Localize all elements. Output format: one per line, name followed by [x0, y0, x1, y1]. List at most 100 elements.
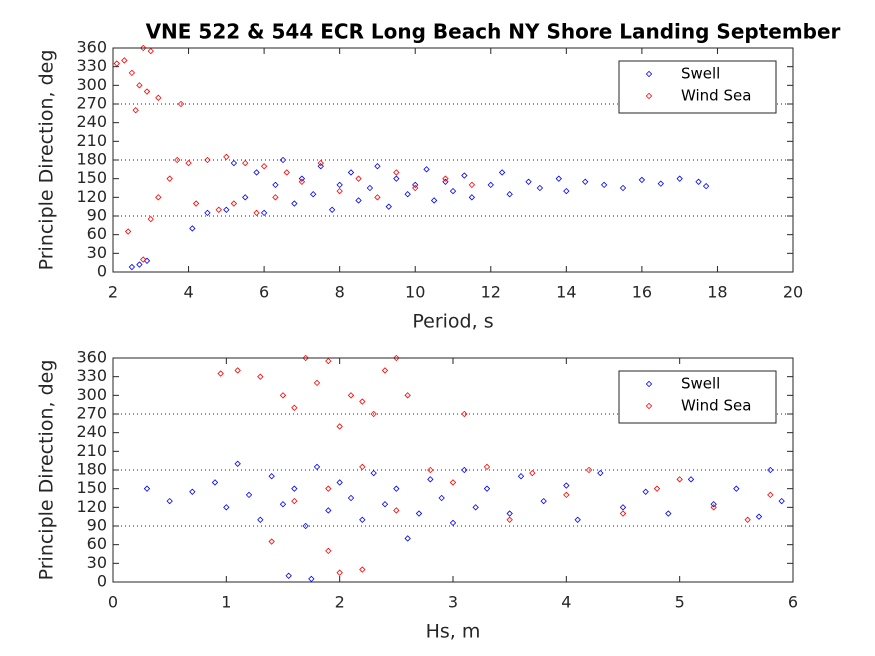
point [308, 575, 315, 583]
point [272, 194, 279, 201]
point [461, 172, 468, 179]
point [128, 69, 136, 77]
legend-box [618, 370, 777, 424]
point [325, 507, 332, 514]
legend-label: Swell [681, 65, 720, 83]
y-tick-label: 240 [76, 112, 107, 131]
point [317, 163, 324, 170]
point [374, 194, 381, 201]
point [744, 516, 751, 523]
y-tick-label: 270 [76, 94, 107, 113]
point [310, 191, 317, 198]
point [189, 225, 196, 232]
y-tick-label: 150 [76, 478, 107, 497]
point [359, 463, 366, 471]
point [506, 516, 513, 523]
point [189, 488, 196, 495]
y-axis-label: Principle Direction, deg [36, 360, 58, 581]
point [755, 513, 763, 520]
point [298, 178, 306, 185]
x-tick-label: 18 [707, 283, 727, 302]
legend: Swell Wind Sea [618, 60, 777, 114]
point [665, 510, 672, 517]
y-tick-label: 120 [76, 187, 107, 206]
point [204, 156, 211, 164]
legend-marker [645, 380, 653, 388]
y-tick-label: 30 [87, 243, 107, 262]
point [155, 94, 162, 101]
point [506, 191, 513, 198]
point [260, 209, 268, 217]
point [393, 485, 400, 492]
x-tick-label: 0 [108, 593, 118, 612]
point [347, 494, 355, 502]
point [483, 463, 491, 471]
point [313, 463, 321, 471]
y-tick-label: 60 [87, 534, 107, 553]
x-tick-label: 8 [335, 283, 345, 302]
y-tick-label: 360 [76, 38, 107, 57]
point [355, 175, 362, 182]
point [415, 510, 423, 517]
y-tick-label: 210 [76, 441, 107, 460]
point [291, 200, 298, 207]
point [272, 181, 279, 189]
point [242, 194, 249, 201]
x-tick-label: 2 [335, 593, 345, 612]
point [653, 485, 661, 492]
point [140, 44, 147, 52]
point [695, 178, 702, 185]
point [676, 175, 683, 182]
point [121, 57, 128, 64]
point [449, 479, 457, 486]
point [563, 491, 570, 499]
point [223, 504, 230, 511]
y-tick-label: 150 [76, 168, 107, 187]
point [506, 510, 513, 517]
point [166, 175, 173, 182]
y-tick-label: 120 [76, 497, 107, 516]
point [253, 209, 260, 217]
point [370, 410, 377, 418]
point [778, 497, 785, 505]
point [223, 206, 230, 213]
point [325, 485, 332, 492]
point [487, 181, 494, 189]
point [393, 175, 400, 182]
point [359, 398, 366, 405]
point [317, 159, 324, 167]
point [767, 466, 774, 474]
point [143, 485, 151, 492]
point [574, 516, 581, 523]
point [325, 357, 332, 365]
point [359, 566, 366, 573]
x-tick-label: 6 [788, 593, 798, 612]
legend-marker [645, 70, 653, 78]
point [529, 469, 536, 477]
x-axis-label: Period, s [412, 311, 493, 333]
point [619, 504, 627, 511]
point [385, 203, 392, 210]
point [215, 206, 222, 213]
point [430, 197, 438, 204]
point [260, 163, 268, 170]
point [359, 516, 366, 523]
point [230, 159, 238, 167]
y-tick-label: 0 [97, 572, 107, 591]
point [325, 547, 332, 555]
point [370, 469, 377, 477]
point [147, 215, 154, 223]
chart-title: VNE 522 & 544 ECR Long Beach NY Shore La… [146, 20, 841, 44]
point [234, 367, 241, 374]
point [234, 460, 241, 467]
x-tick-label: 16 [632, 283, 652, 302]
point [347, 392, 355, 399]
point [517, 473, 525, 480]
point [291, 485, 298, 492]
point [223, 153, 230, 161]
point [676, 476, 683, 483]
point [336, 569, 343, 576]
point [268, 538, 275, 545]
point [140, 256, 147, 263]
